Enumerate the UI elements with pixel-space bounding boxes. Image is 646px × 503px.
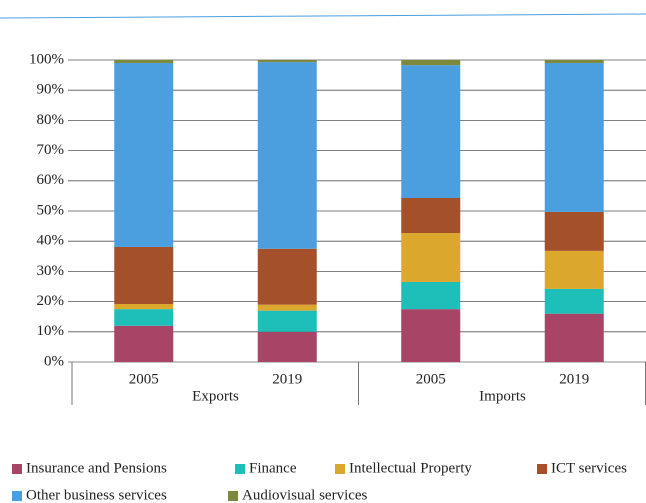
- bar-segment: [544, 211, 604, 251]
- y-tick-label: 70%: [37, 142, 65, 158]
- bar-segment: [401, 60, 461, 66]
- legend-swatch: [12, 491, 22, 501]
- bar-segment: [257, 248, 317, 305]
- legend-swatch: [537, 464, 547, 474]
- bar-segment: [544, 63, 604, 212]
- bar-segment: [114, 246, 174, 305]
- bar-segment: [257, 304, 317, 311]
- bar-segment: [544, 250, 604, 289]
- y-tick-label: 80%: [37, 112, 65, 128]
- legend-label: Other business services: [26, 487, 167, 503]
- bar-segment: [114, 325, 174, 362]
- bar-segment: [257, 60, 317, 63]
- y-tick-label: 0%: [44, 353, 64, 369]
- y-tick-label: 50%: [37, 202, 65, 218]
- bar-segment: [544, 60, 604, 64]
- y-tick-label: 30%: [37, 263, 65, 279]
- legend-swatch: [335, 464, 345, 474]
- legend-swatch: [235, 464, 245, 474]
- bar-segment: [401, 233, 461, 282]
- bar-segment: [544, 288, 604, 314]
- header-rule: [0, 13, 646, 19]
- bar-segment: [401, 281, 461, 310]
- legend-label: Finance: [249, 460, 297, 476]
- y-tick-label: 90%: [37, 82, 65, 98]
- legend-label: Audiovisual services: [242, 487, 368, 503]
- bar-segment: [401, 65, 461, 199]
- legend-label: Insurance and Pensions: [26, 460, 167, 476]
- bar-segment: [257, 310, 317, 332]
- y-tick-label: 10%: [37, 323, 65, 339]
- bar-segment: [114, 63, 174, 247]
- bar-segment: [401, 309, 461, 362]
- legend-label: ICT services: [551, 460, 627, 476]
- group-label: Imports: [479, 388, 526, 404]
- y-tick-label: 100%: [29, 51, 64, 67]
- x-tick-label: 2005: [129, 371, 159, 387]
- y-tick-label: 60%: [37, 172, 65, 188]
- bar-segment: [114, 60, 174, 64]
- x-tick-label: 2019: [272, 371, 302, 387]
- y-tick-label: 20%: [37, 293, 65, 309]
- bar-segment: [401, 198, 461, 234]
- bar-segment: [114, 309, 174, 326]
- bar-segment: [544, 313, 604, 362]
- group-label: Exports: [192, 388, 239, 404]
- legend-swatch: [12, 464, 22, 474]
- y-tick-label: 40%: [37, 233, 65, 249]
- legend-swatch: [228, 491, 238, 501]
- bar-segment: [257, 331, 317, 362]
- bar-segment: [257, 62, 317, 249]
- legend-label: Intellectual Property: [349, 460, 472, 476]
- x-tick-label: 2019: [559, 371, 589, 387]
- x-tick-label: 2005: [416, 371, 446, 387]
- bar-segment: [114, 304, 174, 310]
